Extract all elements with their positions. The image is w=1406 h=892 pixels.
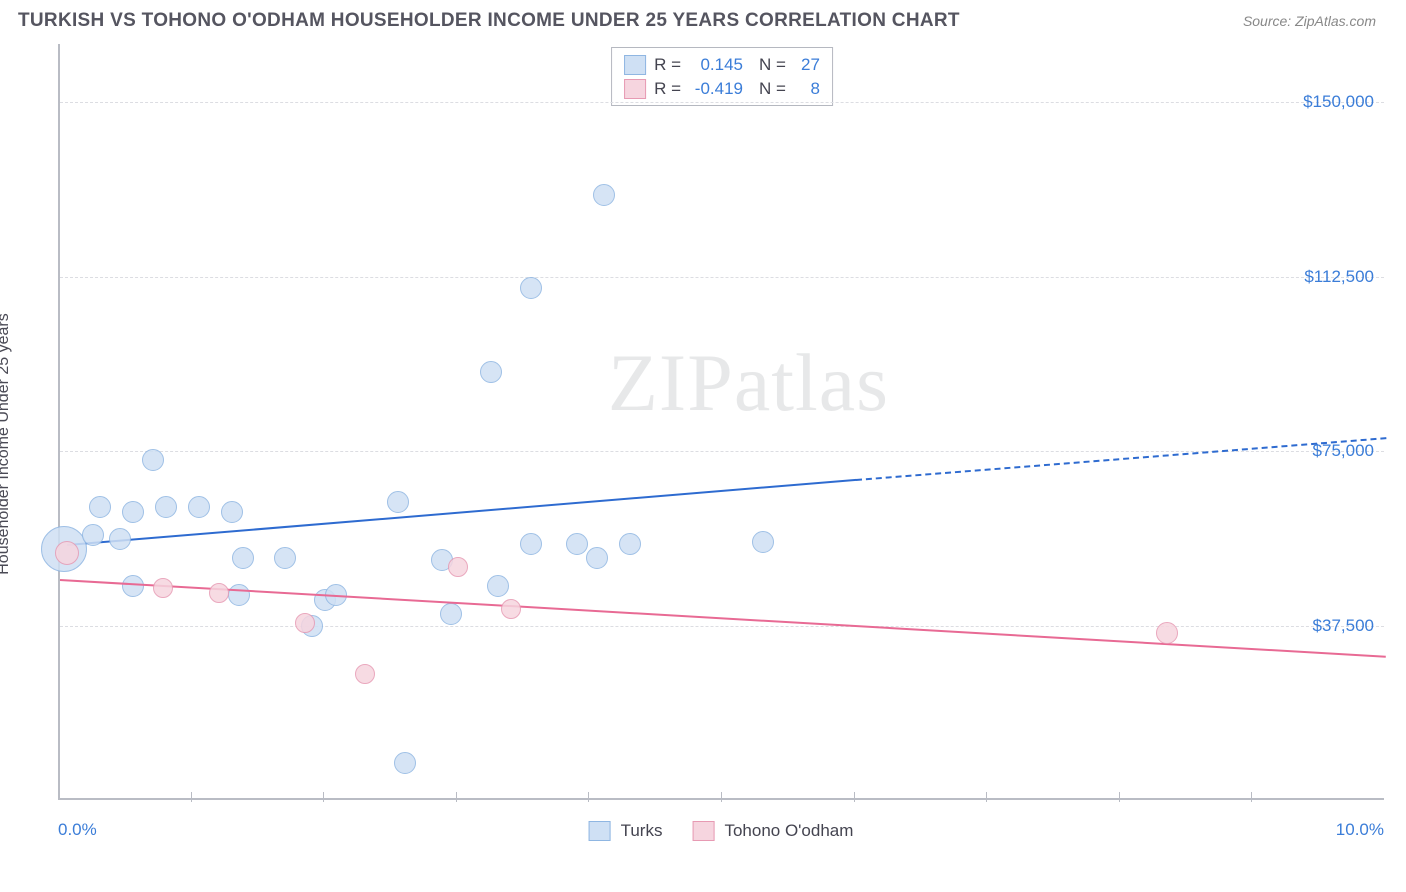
legend-swatch (624, 79, 646, 99)
x-tick (191, 792, 192, 802)
scatter-point (221, 501, 243, 523)
trend-line (60, 579, 1386, 658)
legend-n-label: N = (759, 77, 786, 101)
scatter-point (520, 277, 542, 299)
scatter-point (448, 557, 468, 577)
trend-line (67, 479, 856, 546)
scatter-point (188, 496, 210, 518)
scatter-point (394, 752, 416, 774)
x-axis-max-label: 10.0% (1336, 820, 1384, 840)
x-tick (323, 792, 324, 802)
gridline (60, 277, 1384, 278)
scatter-point (82, 524, 104, 546)
legend-n-value: 8 (792, 77, 820, 101)
scatter-point (1156, 622, 1178, 644)
scatter-point (295, 613, 315, 633)
scatter-point (153, 578, 173, 598)
legend-r-value: 0.145 (687, 53, 743, 77)
scatter-point (593, 184, 615, 206)
scatter-point (232, 547, 254, 569)
x-tick (986, 792, 987, 802)
watermark: ZIPatlas (608, 336, 889, 430)
chart-container: Householder Income Under 25 years ZIPatl… (18, 44, 1388, 844)
gridline (60, 626, 1384, 627)
trend-line (856, 437, 1387, 481)
legend-r-label: R = (654, 77, 681, 101)
header-row: TURKISH VS TOHONO O'ODHAM HOUSEHOLDER IN… (0, 0, 1406, 38)
series-legend-item: Turks (589, 821, 663, 841)
y-tick-label: $150,000 (1303, 92, 1374, 112)
scatter-point (501, 599, 521, 619)
legend-swatch (624, 55, 646, 75)
chart-title: TURKISH VS TOHONO O'ODHAM HOUSEHOLDER IN… (18, 10, 960, 32)
scatter-point (487, 575, 509, 597)
legend-swatch (589, 821, 611, 841)
x-tick (854, 792, 855, 802)
y-axis-label: Householder Income Under 25 years (0, 313, 13, 574)
x-tick (1119, 792, 1120, 802)
plot-area: ZIPatlas R =0.145 N =27 R =-0.419 N =8 $37,… (58, 44, 1384, 800)
y-tick-label: $37,500 (1313, 616, 1374, 636)
watermark-bold: ZIP (608, 337, 734, 428)
scatter-point (752, 531, 774, 553)
x-tick (721, 792, 722, 802)
x-tick (588, 792, 589, 802)
x-axis-row: 0.0% 10.0% Turks Tohono O'odham (58, 800, 1384, 844)
scatter-point (387, 491, 409, 513)
y-tick-label: $112,500 (1304, 267, 1374, 287)
legend-swatch (692, 821, 714, 841)
scatter-point (355, 664, 375, 684)
scatter-point (209, 583, 229, 603)
scatter-point (566, 533, 588, 555)
scatter-point (480, 361, 502, 383)
legend-n-label: N = (759, 53, 786, 77)
scatter-point (520, 533, 542, 555)
scatter-point (122, 501, 144, 523)
legend-n-value: 27 (792, 53, 820, 77)
scatter-point (228, 584, 250, 606)
scatter-point (155, 496, 177, 518)
legend-row: R =-0.419 N =8 (624, 77, 820, 101)
scatter-point (55, 541, 79, 565)
legend-r-value: -0.419 (687, 77, 743, 101)
scatter-point (122, 575, 144, 597)
scatter-point (274, 547, 296, 569)
x-tick (1251, 792, 1252, 802)
source-label: Source: ZipAtlas.com (1243, 13, 1376, 29)
series-legend: Turks Tohono O'odham (589, 821, 854, 841)
scatter-point (586, 547, 608, 569)
series-legend-item: Tohono O'odham (692, 821, 853, 841)
legend-r-label: R = (654, 53, 681, 77)
correlation-legend: R =0.145 N =27 R =-0.419 N =8 (611, 47, 833, 106)
series-legend-label: Turks (621, 821, 663, 841)
watermark-rest: atlas (734, 337, 889, 428)
scatter-point (109, 528, 131, 550)
legend-row: R =0.145 N =27 (624, 53, 820, 77)
gridline (60, 102, 1384, 103)
x-axis-min-label: 0.0% (58, 820, 97, 840)
scatter-point (619, 533, 641, 555)
scatter-point (440, 603, 462, 625)
x-tick (456, 792, 457, 802)
scatter-point (89, 496, 111, 518)
scatter-point (142, 449, 164, 471)
gridline (60, 451, 1384, 452)
series-legend-label: Tohono O'odham (724, 821, 853, 841)
